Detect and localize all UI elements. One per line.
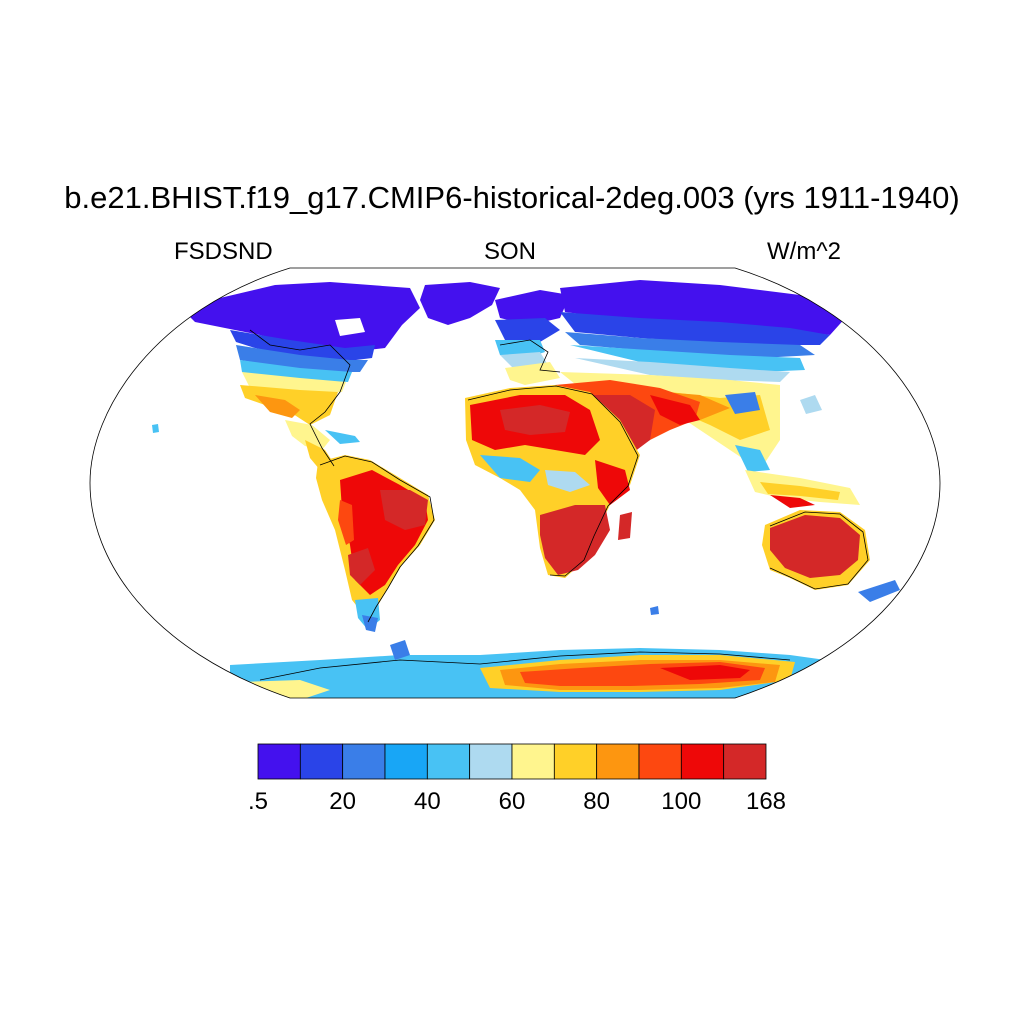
colorbar-box <box>596 743 640 780</box>
greenland-field <box>420 282 500 325</box>
australia-field <box>762 510 900 602</box>
colorbar-box <box>299 743 344 780</box>
europe-field <box>495 290 570 385</box>
map-field <box>152 280 900 698</box>
colorbar-tick-label: 80 <box>583 788 611 815</box>
island-kerguelen <box>650 606 659 615</box>
colorbar-tick-label: 168 <box>745 788 787 815</box>
colorbar-box <box>553 743 598 780</box>
colorbar-box <box>638 743 682 780</box>
season-label: SON <box>484 238 537 265</box>
colorbar-tick-label: 100 <box>661 788 702 815</box>
colorbar-box <box>342 743 386 780</box>
colorbar-box <box>426 743 471 780</box>
colorbar-box <box>257 743 301 780</box>
island-hawaii <box>152 424 159 433</box>
asia-field <box>560 280 860 508</box>
coastlines <box>249 329 869 681</box>
colorbar-tick-label: 40 <box>413 788 441 815</box>
colorbar-box <box>723 743 767 780</box>
north-america-field <box>185 282 420 470</box>
plot-title: b.e21.BHIST.f19_g17.CMIP6-historical-2de… <box>64 180 960 215</box>
units-label: W/m^2 <box>767 238 841 265</box>
africa-field <box>465 385 640 578</box>
colorbar-box <box>469 743 513 780</box>
colorbar-box <box>680 743 725 780</box>
colorbar-tick-label: .5 <box>247 788 269 815</box>
south-america-field <box>316 455 435 632</box>
antarctica-field <box>230 640 840 698</box>
globe-outline <box>89 267 941 699</box>
colorbar-box <box>511 743 555 780</box>
colorbar-tick-label: 20 <box>329 788 357 815</box>
variable-name: FSDSND <box>174 238 273 265</box>
colorbar-tick-label: 60 <box>498 788 526 815</box>
colorbar <box>257 743 767 780</box>
colorbar-box <box>384 743 428 780</box>
